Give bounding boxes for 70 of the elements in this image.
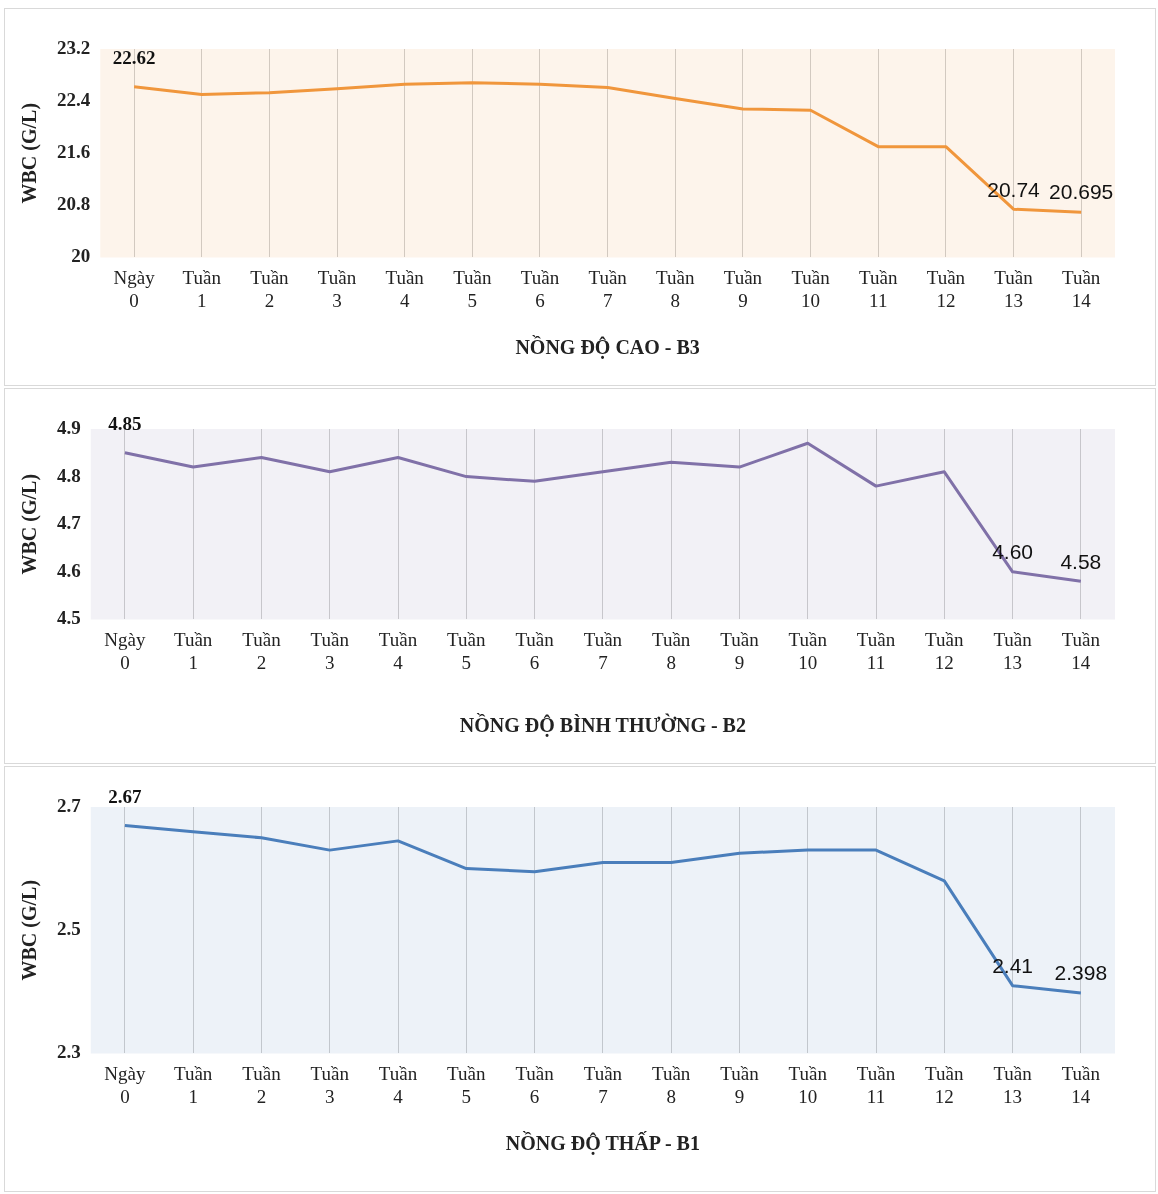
x-tick-label: Tuần 12 [925,628,964,673]
y-tick-label: 2.7 [57,794,82,816]
x-tick-label: Tuần 11 [859,266,898,311]
data-label: 22.62 [112,47,156,69]
x-tick-label: Ngày 0 [104,628,146,673]
x-tick-label: Tuần 1 [173,628,213,673]
y-tick-label: 22.4 [57,89,91,111]
x-tick-label: Tuần 8 [656,266,695,311]
x-tick-label: Tuần 8 [651,1062,691,1107]
x-tick-label: Tuần 5 [447,628,486,673]
x-tick-label: Tuần 10 [788,628,828,673]
data-label: 2.67 [108,785,143,807]
y-axis-title: WBC (G/L) [18,473,42,575]
x-tick-label: Tuần 3 [317,266,357,311]
x-tick-label: Tuần 14 [1061,628,1101,673]
x-tick-label: Tuần 10 [788,1062,828,1107]
x-axis-title: NỒNG ĐỘ CAO - B3 [515,335,700,360]
x-tick-label: Tuần 10 [791,266,831,311]
y-tick-label: 4.7 [57,512,82,534]
x-tick-label: Tuần 2 [250,266,290,311]
x-axis-title: NỒNG ĐỘ BÌNH THƯỜNG - B2 [459,713,746,738]
y-tick-label: 20.8 [57,193,91,215]
y-tick-label: 20 [71,245,91,267]
x-tick-label: Tuần 2 [242,1062,282,1107]
x-tick-label: Tuần 6 [515,628,555,673]
x-tick-label: Tuần 5 [453,266,493,311]
x-tick-label: Tuần 4 [378,1062,418,1107]
x-tick-label: Tuần 9 [720,628,760,673]
x-tick-label: Tuần 4 [385,266,425,311]
x-axis-title: NỒNG ĐỘ THẤP - B1 [505,1131,700,1156]
x-tick-label: Tuần 7 [583,628,623,673]
y-tick-label: 4.8 [57,464,81,486]
x-tick-label: Tuần 11 [856,1062,896,1107]
x-tick-label: Tuần 11 [856,628,896,673]
x-tick-label: Tuần 12 [925,1062,964,1107]
x-tick-label: Tuần 9 [720,1062,760,1107]
y-axis-title: WBC (G/L) [18,102,42,204]
y-tick-label: 4.9 [57,416,81,438]
x-tick-label: Ngày 0 [104,1062,146,1107]
y-axis-title: WBC (G/L) [18,879,42,981]
y-tick-label: 2.3 [57,1041,81,1063]
x-tick-label: Tuần 13 [993,628,1033,673]
y-tick-label: 21.6 [57,141,91,163]
x-tick-label: Tuần 13 [994,266,1034,311]
y-tick-label: 23.2 [57,36,91,58]
y-tick-label: 4.5 [57,607,81,629]
x-tick-label: Tuần 6 [515,1062,555,1107]
x-tick-label: Tuần 3 [310,1062,350,1107]
x-tick-label: Tuần 14 [1061,266,1101,311]
x-tick-label: Tuần 2 [242,628,282,673]
x-tick-label: Tuần 14 [1061,1062,1101,1107]
x-tick-label: Tuần 1 [182,266,222,311]
x-tick-label: Tuần 9 [723,266,763,311]
data-label: 4.85 [108,413,142,435]
y-tick-label: 4.6 [57,559,81,581]
data-label: 20.695 [1049,180,1114,204]
x-tick-label: Tuần 12 [926,266,966,311]
y-tick-label: 2.5 [57,918,81,940]
x-tick-label: Tuần 3 [310,628,350,673]
x-tick-label: Tuần 7 [583,1062,623,1107]
data-label: 4.58 [1060,549,1102,573]
x-tick-label: Tuần 1 [173,1062,213,1107]
x-tick-label: Tuần 5 [447,1062,486,1107]
x-tick-label: Tuần 7 [588,266,628,311]
x-tick-label: Tuần 13 [993,1062,1033,1107]
x-tick-label: Ngày 0 [113,266,156,311]
x-tick-label: Tuần 8 [651,628,691,673]
x-tick-label: Tuần 6 [520,266,560,311]
x-tick-label: Tuần 4 [378,628,418,673]
data-label: 2.398 [1054,961,1108,985]
